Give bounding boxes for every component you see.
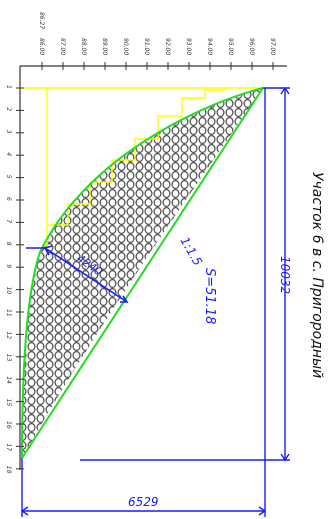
elevation-tick-label: 90.00 [122,38,129,55]
elevation-tick-label: 89.00 [101,38,108,55]
slope-lines [21,87,264,459]
drawing-title: Участок 6 в с. Пригородный [309,172,325,378]
elevation-tick-label: 91.00 [143,38,150,55]
fill-zone [22,88,263,458]
elevation-tick-label: 92.00 [164,38,171,55]
station-tick-label: 2 [5,107,12,111]
elevation-tick-label: 93.00 [185,38,192,55]
station-tick-label: 18 [5,466,12,474]
station-tick-label: 11 [5,309,12,317]
station-tick-label: 5 [5,175,12,179]
elevation-axis [19,65,287,470]
station-tick-label: 10 [5,287,12,295]
thickness-dimension [26,245,129,303]
elevation-tick-label: 94.00 [206,38,213,55]
elevation-ticks: 86.27 86.00 87.00 88.00 89.00 90.00 91.00 92.00… [38,12,276,70]
station-tick-label: 17 [5,443,12,451]
elevation-tick-label: 88.00 [80,38,87,55]
station-tick-label: 6 [5,197,12,201]
station-tick-label: 7 [5,219,12,223]
vertical-dim-label: 6529 [128,495,159,509]
station-tick-label: 1 [5,85,12,89]
station-tick-label: 13 [5,354,12,362]
excavation-steps [20,87,265,248]
elevation-tick-label: 95.00 [227,38,234,55]
station-tick-label: 8 [5,242,12,246]
elevation-tick-label: 86.27 [38,12,45,29]
station-tick-label: 15 [5,399,12,407]
elevation-tick-label: 86.00 [38,38,45,55]
slope-label: 1:1.5 [177,235,205,269]
station-tick-label: 12 [5,331,12,339]
area-label: S=51.18 [202,268,217,324]
station-tick-label: 14 [5,376,12,384]
station-tick-label: 3 [5,130,12,134]
station-tick-label: 4 [5,152,12,156]
vertical-dimension [20,88,267,517]
elevation-tick-label: 87.00 [59,38,66,55]
elevation-tick-label: 97.00 [269,38,276,55]
station-tick-label: 9 [5,264,12,268]
station-tick-label: 16 [5,421,12,429]
horizontal-dimension [80,86,290,462]
horizontal-dim-label: 10032 [278,256,292,294]
elevation-tick-label: 96.00 [248,38,255,55]
